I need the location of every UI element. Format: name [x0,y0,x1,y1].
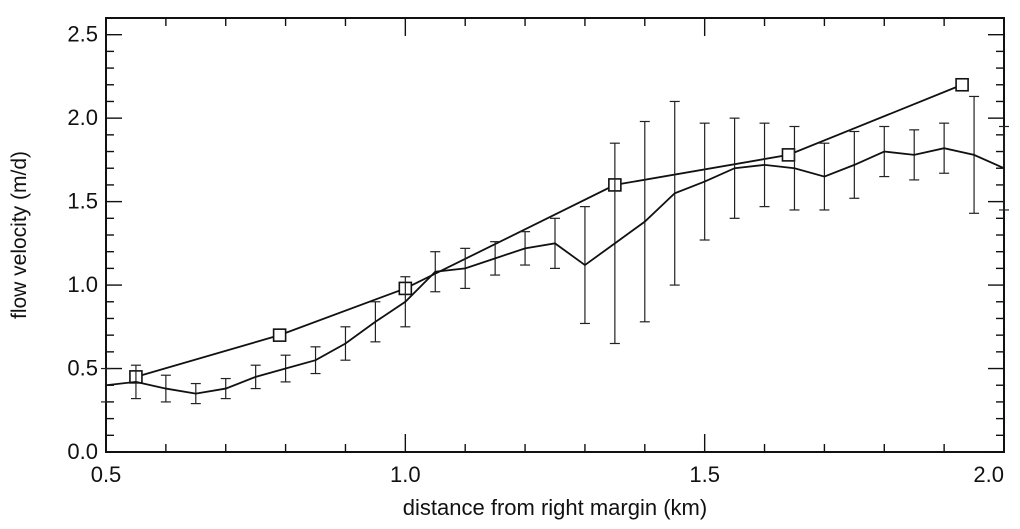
series-line-mean [105,147,1005,395]
x-tick-label: 0.5 [91,462,122,487]
y-axis-label: flow velocity (m/d) [8,151,31,319]
series-line-square [135,83,963,378]
y-tick-label: 0.5 [67,356,98,381]
x-axis-label: distance from right margin (km) [403,495,707,520]
x-tick-label: 1.5 [689,462,720,487]
y-tick-label: 2.0 [67,105,98,130]
y-tick-label: 1.5 [67,189,98,214]
square-marker [781,148,796,162]
square-marker [955,77,969,92]
y-tick-label: 1.0 [67,272,98,297]
y-tick-label: 2.5 [67,22,98,47]
x-tick-label: 2.0 [973,462,1004,487]
x-tick-label: 1.0 [390,462,421,487]
y-tick-label: 0.0 [67,439,98,464]
square-marker [272,328,287,342]
